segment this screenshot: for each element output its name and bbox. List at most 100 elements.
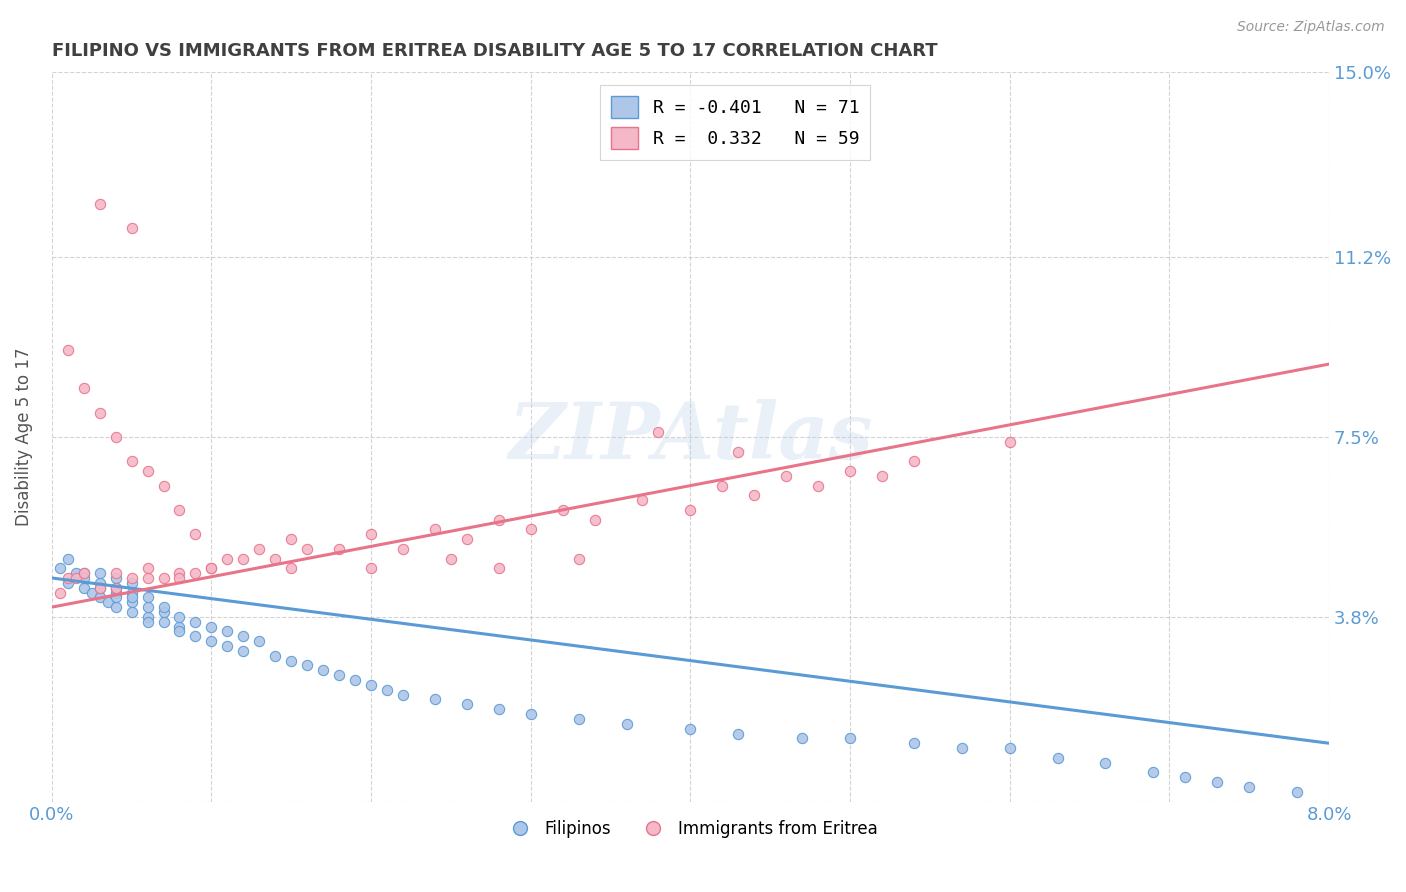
- Point: [121, 595, 143, 609]
- Point: [184, 615, 207, 629]
- Point: [247, 541, 270, 556]
- Point: [200, 561, 222, 575]
- Point: [121, 221, 143, 235]
- Point: [440, 551, 463, 566]
- Point: [360, 678, 382, 692]
- Point: [121, 591, 143, 605]
- Point: [89, 406, 111, 420]
- Point: [727, 444, 749, 458]
- Point: [903, 736, 925, 750]
- Point: [121, 575, 143, 590]
- Point: [360, 527, 382, 541]
- Point: [312, 663, 335, 677]
- Point: [568, 712, 591, 726]
- Point: [217, 551, 239, 566]
- Point: [775, 469, 797, 483]
- Point: [136, 561, 159, 575]
- Point: [392, 541, 415, 556]
- Point: [121, 585, 143, 599]
- Point: [73, 381, 96, 395]
- Point: [679, 503, 702, 517]
- Point: [456, 698, 478, 712]
- Y-axis label: Disability Age 5 to 17: Disability Age 5 to 17: [15, 348, 32, 526]
- Point: [392, 688, 415, 702]
- Point: [152, 478, 174, 492]
- Point: [247, 634, 270, 648]
- Point: [217, 624, 239, 639]
- Point: [456, 532, 478, 546]
- Point: [48, 561, 70, 575]
- Point: [56, 571, 79, 585]
- Point: [950, 741, 973, 756]
- Point: [184, 527, 207, 541]
- Point: [280, 654, 302, 668]
- Point: [1206, 775, 1229, 789]
- Point: [104, 581, 127, 595]
- Point: [65, 571, 87, 585]
- Point: [423, 692, 446, 706]
- Point: [104, 600, 127, 615]
- Point: [583, 513, 606, 527]
- Point: [344, 673, 367, 687]
- Point: [264, 648, 287, 663]
- Point: [328, 668, 350, 682]
- Point: [839, 464, 862, 478]
- Point: [488, 702, 510, 716]
- Point: [104, 585, 127, 599]
- Point: [89, 581, 111, 595]
- Point: [152, 600, 174, 615]
- Point: [56, 551, 79, 566]
- Point: [232, 644, 254, 658]
- Point: [184, 566, 207, 580]
- Point: [488, 561, 510, 575]
- Point: [200, 561, 222, 575]
- Point: [136, 610, 159, 624]
- Point: [360, 561, 382, 575]
- Point: [169, 619, 191, 633]
- Point: [488, 513, 510, 527]
- Point: [73, 581, 96, 595]
- Point: [104, 566, 127, 580]
- Point: [73, 566, 96, 580]
- Point: [121, 605, 143, 619]
- Text: Source: ZipAtlas.com: Source: ZipAtlas.com: [1237, 20, 1385, 34]
- Point: [48, 585, 70, 599]
- Point: [184, 629, 207, 643]
- Point: [1094, 756, 1116, 770]
- Point: [89, 566, 111, 580]
- Point: [89, 581, 111, 595]
- Point: [104, 581, 127, 595]
- Point: [169, 610, 191, 624]
- Point: [169, 624, 191, 639]
- Point: [104, 591, 127, 605]
- Point: [136, 591, 159, 605]
- Point: [152, 605, 174, 619]
- Point: [136, 615, 159, 629]
- Point: [742, 488, 765, 502]
- Point: [97, 595, 120, 609]
- Point: [1046, 751, 1069, 765]
- Point: [295, 658, 318, 673]
- Point: [104, 430, 127, 444]
- Point: [56, 343, 79, 357]
- Point: [121, 454, 143, 468]
- Point: [1174, 770, 1197, 784]
- Point: [807, 478, 830, 492]
- Point: [121, 571, 143, 585]
- Point: [647, 425, 669, 439]
- Point: [80, 585, 103, 599]
- Point: [839, 731, 862, 746]
- Point: [616, 716, 638, 731]
- Point: [89, 591, 111, 605]
- Point: [1286, 785, 1309, 799]
- Point: [89, 575, 111, 590]
- Point: [200, 634, 222, 648]
- Point: [679, 722, 702, 736]
- Point: [1142, 765, 1164, 780]
- Point: [711, 478, 734, 492]
- Text: FILIPINO VS IMMIGRANTS FROM ERITREA DISABILITY AGE 5 TO 17 CORRELATION CHART: FILIPINO VS IMMIGRANTS FROM ERITREA DISA…: [52, 42, 938, 60]
- Point: [870, 469, 893, 483]
- Point: [65, 566, 87, 580]
- Point: [169, 571, 191, 585]
- Point: [104, 571, 127, 585]
